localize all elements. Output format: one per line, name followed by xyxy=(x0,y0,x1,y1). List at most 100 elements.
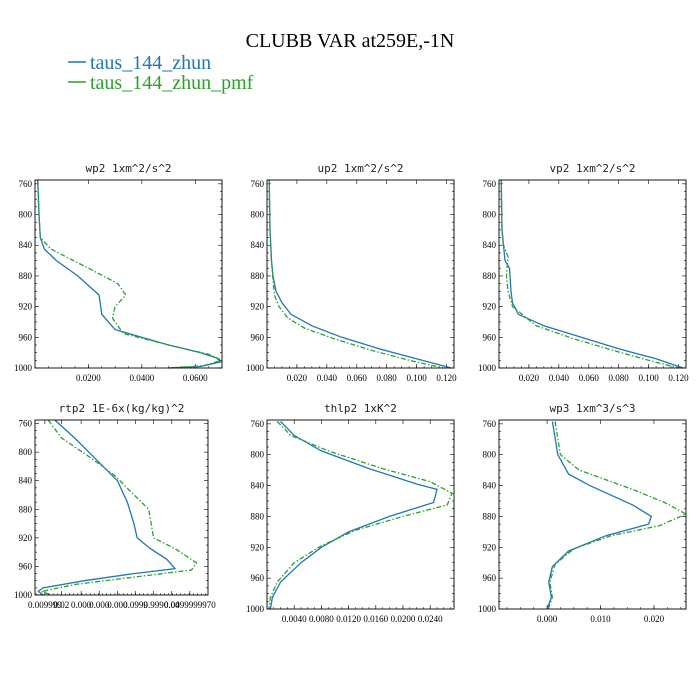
x-tick-label: 0.0040 xyxy=(282,614,307,624)
x-tick-label: 0.0080 xyxy=(309,614,334,624)
y-tick-label: 760 xyxy=(483,419,497,429)
series-line-zhun-pmf xyxy=(268,421,453,610)
series-line-zhun-pmf xyxy=(547,421,688,610)
panel-up2: up2 1xm^2/s^2 760 800 840 880 920 960 1000 0.020… xyxy=(246,162,457,383)
panel-frame xyxy=(266,179,455,369)
x-tick-label: 0.009999 xyxy=(28,600,62,610)
x-tick-label: 0.999 xyxy=(144,600,165,610)
series-line-zhun-pmf xyxy=(39,419,198,596)
y-tick-label: 920 xyxy=(251,542,265,552)
series-line-zhun xyxy=(37,179,223,369)
y-tick-label: 840 xyxy=(483,481,497,491)
y-tick-label: 880 xyxy=(483,271,497,281)
legend-label-2: taus_144_zhun_pmf xyxy=(90,72,254,94)
panel-frame xyxy=(34,419,209,596)
x-tick-label: 0.120 xyxy=(436,373,457,383)
y-tick-label: 960 xyxy=(19,561,33,571)
x-tick-label: 0.060 xyxy=(347,373,368,383)
y-tick-label: 760 xyxy=(251,419,265,429)
panel-title-rtp2: rtp2 1E-6x(kg/kg)^2 xyxy=(59,402,185,415)
y-tick-label: 1000 xyxy=(478,363,497,373)
panel-wp3: wp3 1xm^3/s^3 760 800 840 880 920 960 1000 0.000… xyxy=(478,402,688,624)
y-tick-label: 920 xyxy=(19,533,33,543)
y-tick-label: 840 xyxy=(483,240,497,250)
x-tick-label: 0.100 xyxy=(406,373,427,383)
x-tick-label: 0.020 xyxy=(519,373,540,383)
panel-frame xyxy=(498,419,687,610)
x-tick-label: 0.000 xyxy=(107,600,128,610)
x-tick-label: 0.020 xyxy=(287,373,308,383)
x-tick-label: 0.020 xyxy=(644,614,665,624)
x-tick-label: 0.0200 xyxy=(391,614,416,624)
series-line-zhun xyxy=(268,179,452,369)
y-tick-label: 960 xyxy=(483,573,497,583)
y-tick-label: 760 xyxy=(19,179,33,189)
x-tick-label: 0.080 xyxy=(609,373,630,383)
y-tick-label: 880 xyxy=(251,511,265,521)
x-tick-label: 0.04 xyxy=(164,600,180,610)
series-line-zhun xyxy=(546,421,653,610)
y-tick-label: 920 xyxy=(483,542,497,552)
y-tick-label: 800 xyxy=(483,210,497,220)
x-tick-label: 0.0600 xyxy=(183,373,208,383)
panels: wp2 1xm^2/s^276080084088092096010000.020… xyxy=(14,162,689,624)
y-tick-label: 920 xyxy=(483,302,497,312)
y-tick-label: 760 xyxy=(19,419,33,429)
x-tick-label: 0.060 xyxy=(579,373,600,383)
y-tick-label: 760 xyxy=(251,179,265,189)
y-tick-label: 960 xyxy=(19,332,33,342)
figure-title: CLUBB VAR at259E,-1N xyxy=(246,30,455,52)
x-tick-label: 0.120 xyxy=(668,373,689,383)
y-tick-label: 880 xyxy=(483,511,497,521)
y-tick-label: 960 xyxy=(251,332,265,342)
panel-frame xyxy=(266,419,455,610)
x-tick-label: 0.100 xyxy=(638,373,659,383)
x-tick-label: 0.0240 xyxy=(418,614,443,624)
y-tick-label: 880 xyxy=(19,271,33,281)
y-tick-label: 840 xyxy=(251,481,265,491)
y-tick-label: 760 xyxy=(483,179,497,189)
x-tick-label: 0.0120 xyxy=(336,614,361,624)
y-tick-label: 1000 xyxy=(14,590,33,600)
y-tick-label: 960 xyxy=(251,573,265,583)
y-tick-label: 800 xyxy=(251,210,265,220)
y-tick-label: 1000 xyxy=(246,604,265,614)
x-tick-label: 0.02 xyxy=(53,600,69,610)
x-tick-label: 0.0200 xyxy=(76,373,101,383)
y-tick-label: 800 xyxy=(483,450,497,460)
y-tick-label: 880 xyxy=(19,504,33,514)
series-line-zhun xyxy=(500,179,684,369)
series-line-zhun xyxy=(269,421,438,610)
panel-title-thlp2: thlp2 1xK^2 xyxy=(324,402,397,415)
x-tick-label: 0.000 xyxy=(89,600,110,610)
panel-rtp2: rtp2 1E-6x(kg/kg)^2 760 800 840 880 920 960 100… xyxy=(14,402,216,610)
x-tick-label: 0.040 xyxy=(549,373,570,383)
x-tick-label: 0.0160 xyxy=(363,614,388,624)
y-tick-label: 800 xyxy=(19,447,33,457)
y-tick-label: 880 xyxy=(251,271,265,281)
x-tick-label: 0.0099999970 xyxy=(164,600,216,610)
panel-frame xyxy=(34,179,223,369)
series-line-zhun-pmf xyxy=(37,179,224,369)
series-line-zhun-pmf xyxy=(500,179,679,369)
x-tick-label: 0.010 xyxy=(590,614,611,624)
x-tick-label: 0.0999 xyxy=(123,600,148,610)
y-tick-label: 840 xyxy=(251,240,265,250)
panel-wp2: wp2 1xm^2/s^2 760 800 840 880 920 960 1000 0.020… xyxy=(14,162,224,383)
panel-frame xyxy=(498,179,687,369)
x-tick-label: 0.0400 xyxy=(129,373,154,383)
panel-title-vp2: vp2 1xm^2/s^2 xyxy=(549,162,635,175)
x-tick-label: 0.080 xyxy=(377,373,398,383)
x-tick-label: 0.000 xyxy=(537,614,558,624)
legend: taus_144_zhun taus_144_zhun_pmf xyxy=(68,52,254,94)
panel-title-up2: up2 1xm^2/s^2 xyxy=(317,162,403,175)
y-tick-label: 960 xyxy=(483,332,497,342)
legend-label-1: taus_144_zhun xyxy=(90,52,211,74)
panel-title-wp2: wp2 1xm^2/s^2 xyxy=(85,162,171,175)
series-line-zhun xyxy=(37,419,177,596)
y-tick-label: 920 xyxy=(251,302,265,312)
y-tick-label: 1000 xyxy=(478,604,497,614)
x-tick-label: 0.000 xyxy=(71,600,92,610)
